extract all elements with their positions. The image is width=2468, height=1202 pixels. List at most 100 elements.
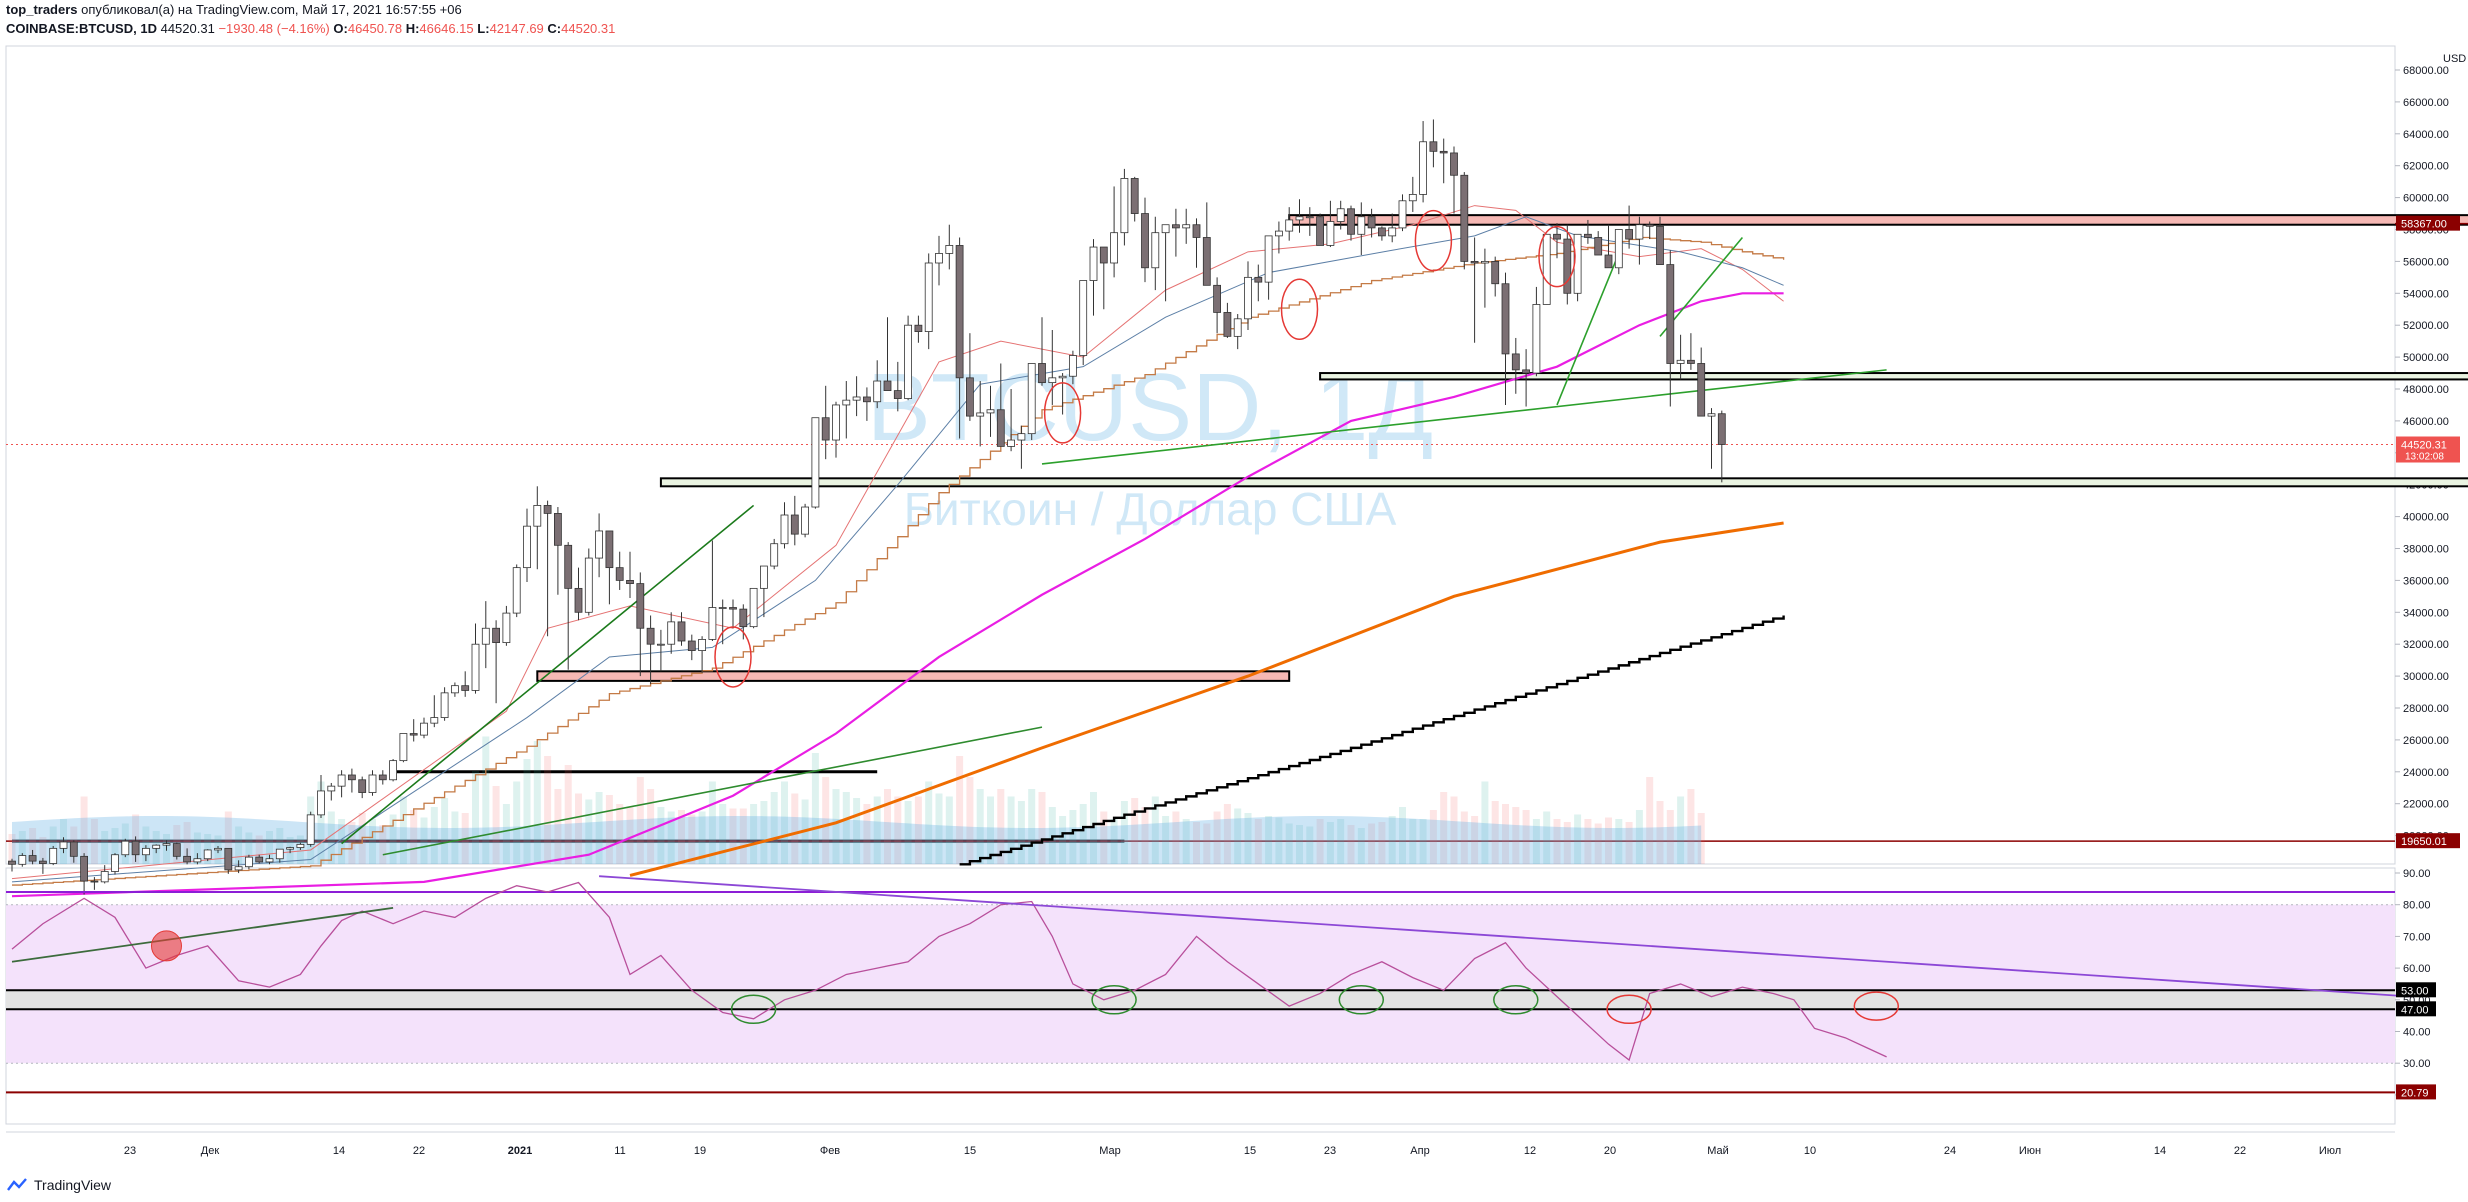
volume-bar [873, 796, 881, 864]
candle-body [1079, 280, 1088, 356]
time-tick-label: 24 [1944, 1145, 1956, 1157]
candle-body [1336, 208, 1345, 222]
rsi-trendline [11, 906, 394, 963]
rsi-line [11, 881, 1887, 1062]
candle-body [162, 843, 171, 846]
candle-body [914, 324, 923, 332]
candle-body [1099, 246, 1108, 264]
candle-body [1614, 229, 1623, 269]
price-change: −1930.48 (−4.16%) [218, 21, 330, 36]
candle-body [770, 543, 779, 567]
candles [8, 119, 1726, 895]
candle-body [1656, 225, 1664, 265]
candle-body [1491, 260, 1500, 285]
candle-body [1563, 238, 1572, 294]
candle-body [780, 514, 789, 545]
candle-body [203, 849, 212, 860]
volume-bar [605, 795, 613, 864]
candle-body [687, 640, 696, 651]
price-tick-label: 54000.00 [2403, 288, 2449, 300]
volume-bar [750, 804, 758, 864]
volume-bar [894, 796, 902, 864]
volume-bar [1131, 798, 1139, 864]
volume-bar [1368, 823, 1376, 864]
volume-bar [193, 832, 201, 864]
volume-bar [1677, 796, 1685, 864]
volume-bar [80, 796, 88, 864]
volume-bar [1656, 801, 1664, 864]
candle-body [1625, 229, 1633, 240]
rsi-zone [6, 990, 2395, 1010]
time-tick-label: Июн [2019, 1145, 2041, 1157]
volume-bar [327, 811, 335, 864]
candle-body [1326, 221, 1335, 246]
candle-body [564, 544, 573, 589]
candle-body [18, 855, 27, 865]
volume-bar [1038, 792, 1046, 864]
price-tick-label: 62000.00 [2403, 161, 2449, 173]
candle-body [461, 685, 470, 691]
rsi-band [6, 904, 2395, 1064]
time-tick-label: 15 [1244, 1145, 1256, 1157]
candle-body [90, 880, 99, 883]
candle-body [1635, 224, 1644, 240]
volume-bar [533, 741, 541, 864]
volume-bar [760, 801, 768, 864]
candle-body [1697, 363, 1706, 417]
candle-body [821, 417, 830, 441]
volume-bar [1244, 813, 1252, 864]
volume-bar [1666, 810, 1674, 864]
candle-body [1676, 359, 1685, 364]
candle-body [378, 774, 387, 781]
time-tick-label: 11 [614, 1145, 625, 1157]
candle-body [296, 843, 305, 848]
volume-bar [410, 810, 418, 864]
annotation-circle [714, 626, 752, 688]
trendline [1556, 253, 1620, 406]
candle-body [677, 621, 686, 642]
candle-body [1347, 208, 1355, 235]
candle-body [1172, 224, 1180, 229]
candle-body [1275, 230, 1283, 237]
candle-body [1027, 363, 1036, 435]
candle-body [214, 847, 222, 851]
volume-bar [482, 736, 490, 864]
footer-brand[interactable]: TradingView [34, 1177, 112, 1193]
candle-body [1151, 232, 1160, 269]
price-label-box [2396, 215, 2460, 231]
volume-bar [1481, 781, 1489, 864]
volume-bar [266, 831, 273, 864]
rsi-circle [1338, 985, 1385, 1015]
time-tick-label: 12 [1524, 1145, 1536, 1157]
candle-body [904, 324, 912, 399]
rsi-circle [1091, 985, 1137, 1015]
volume-bar [1625, 822, 1633, 864]
volume-bar [1316, 819, 1324, 864]
candle-body [595, 530, 603, 559]
high-value: 46646.15 [419, 21, 474, 36]
price-tick-label: 66000.00 [2403, 97, 2449, 109]
volume-bar [1543, 811, 1551, 864]
candle-body [626, 580, 634, 584]
candle-body [39, 860, 47, 864]
volume-bar [492, 786, 500, 864]
candle-body [636, 583, 645, 629]
volume-bar [1409, 819, 1417, 864]
author-name[interactable]: top_traders [6, 2, 78, 17]
volume-bar [1193, 822, 1200, 864]
support-zone [1319, 372, 2468, 381]
volume-bar [204, 834, 212, 864]
open-label: O: [333, 21, 348, 36]
volume-bar [245, 832, 253, 864]
candle-body [729, 607, 737, 610]
rsi-tick-label: 30.00 [2403, 1058, 2431, 1070]
candle-body [492, 627, 501, 644]
candle-body [1316, 216, 1324, 246]
volume-bar [811, 753, 819, 864]
candle-body [924, 262, 933, 332]
candle-body [801, 506, 809, 535]
candle-body [1707, 413, 1716, 417]
low-label: L: [477, 21, 490, 36]
candle-body [430, 717, 439, 724]
